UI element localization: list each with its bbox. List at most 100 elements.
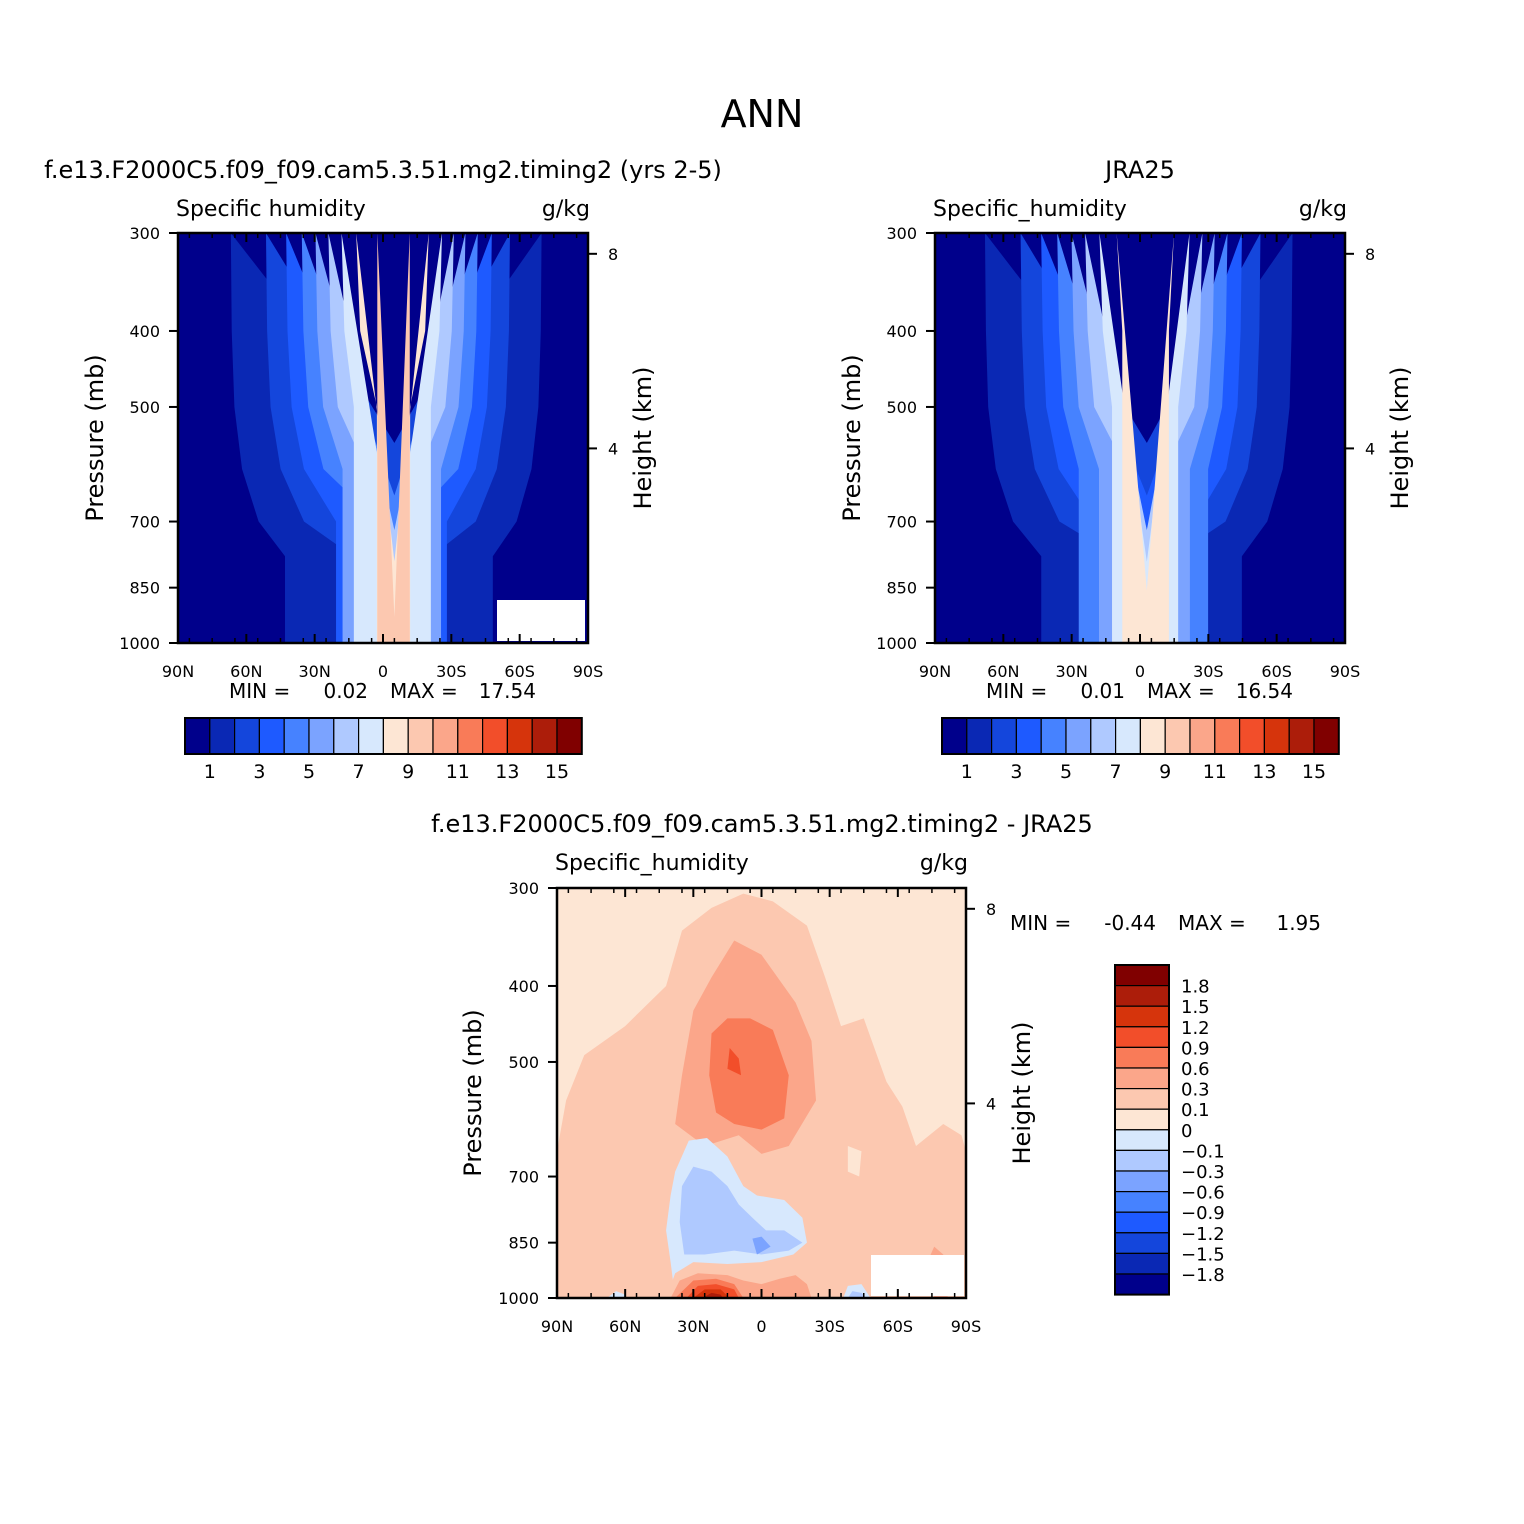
y-tick-label: 300 — [886, 224, 917, 243]
contour-band — [702, 1292, 723, 1298]
colorbar-label: −1.8 — [1181, 1265, 1225, 1286]
colorbar-swatch — [358, 717, 385, 755]
colorbar-swatch — [1114, 1108, 1170, 1131]
y-right-tick-label: 8 — [986, 900, 996, 919]
colorbar-swatch — [1189, 717, 1216, 755]
panel-obs-min-label: MIN = — [986, 679, 1047, 703]
colorbar-swatch — [382, 717, 409, 755]
colorbar-swatch — [1114, 1026, 1170, 1049]
panel-model-colorbar: 1 3 5 7 9 11 13 15 — [184, 717, 583, 783]
colorbar-swatch — [1139, 717, 1166, 755]
panel-diff-missing-data — [871, 1255, 964, 1296]
colorbar-swatch — [1065, 717, 1092, 755]
panel-obs-max: 16.54 — [1236, 679, 1293, 703]
contour-band — [709, 1018, 789, 1130]
colorbar-label: 13 — [495, 761, 519, 783]
x-tick-label: 30S — [814, 1317, 845, 1336]
colorbar-label: 11 — [1203, 761, 1227, 783]
colorbar-swatch — [1114, 717, 1141, 755]
panel-diff-axes: 90N 60N 30N 0 30S 60S 90S 300 400 500 700 850 1000 8 4 — [498, 879, 996, 1336]
y-tick-label: 500 — [886, 398, 917, 417]
colorbar-frame — [1114, 964, 1170, 1296]
y-right-tick-label: 4 — [1365, 439, 1375, 458]
y-right-tick-label: 8 — [1365, 245, 1375, 264]
colorbar-swatch — [966, 717, 993, 755]
colorbar-swatch — [1313, 717, 1340, 755]
colorbar-label: 0.6 — [1181, 1059, 1210, 1080]
panel-obs-axes: 90N 60N 30N 0 30S 60S 90S 300 400 500 700 850 1000 8 4 — [876, 224, 1375, 681]
colorbar-swatch — [333, 717, 360, 755]
x-tick-label: 30N — [1056, 662, 1088, 681]
x-tick-label: 30S — [436, 662, 467, 681]
x-tick-label: 30N — [677, 1317, 709, 1336]
colorbar-label: 13 — [1252, 761, 1276, 783]
panel-diff-min: -0.44 — [1104, 911, 1156, 935]
colorbar-label: 0.3 — [1181, 1080, 1210, 1101]
y-tick-label: 300 — [508, 879, 539, 898]
y-tick-label: 850 — [508, 1234, 539, 1253]
colorbar-label: 7 — [1110, 761, 1122, 783]
colorbar-label: 9 — [1159, 761, 1171, 783]
x-tick-label: 90S — [951, 1317, 982, 1336]
x-tick-label: 60S — [504, 662, 535, 681]
contour-band — [1116, 233, 1175, 643]
colorbar-swatch — [258, 717, 285, 755]
colorbar-swatch — [1114, 1252, 1170, 1275]
x-tick-label: 90N — [541, 1317, 573, 1336]
colorbar-swatch — [283, 717, 310, 755]
colorbar-swatch — [1090, 717, 1117, 755]
contour-band — [377, 233, 410, 643]
colorbar-swatch — [1015, 717, 1042, 755]
panel-obs-contours — [935, 233, 1345, 643]
y-right-tick-label: 8 — [608, 245, 618, 264]
colorbar-swatch — [482, 717, 509, 755]
colorbar-swatch — [1214, 717, 1241, 755]
colorbar-swatch — [1114, 1211, 1170, 1234]
panel-diff: f.e13.F2000C5.f09_f09.cam5.3.51.mg2.timi… — [431, 810, 1321, 1336]
panel-obs-title: JRA25 — [1103, 156, 1175, 184]
colorbar-label: 9 — [402, 761, 414, 783]
panel-model-ylabel-right: Height (km) — [629, 367, 657, 510]
colorbar-label: 1 — [961, 761, 973, 783]
colorbar-swatch — [1114, 1232, 1170, 1255]
x-tick-label: 0 — [378, 662, 388, 681]
colorbar-label: 1.2 — [1181, 1018, 1210, 1039]
colorbar-swatch — [1114, 1170, 1170, 1193]
y-tick-label: 400 — [886, 322, 917, 341]
panel-diff-contours — [557, 888, 966, 1298]
y-tick-label: 400 — [129, 322, 160, 341]
colorbar-label: −0.1 — [1181, 1141, 1225, 1162]
panel-diff-min-label: MIN = — [1010, 911, 1071, 935]
colorbar-label: 1.5 — [1181, 997, 1210, 1018]
colorbar-swatch — [308, 717, 335, 755]
colorbar-frame — [184, 717, 583, 755]
panel-model-max-label: MAX = — [390, 679, 458, 703]
colorbar-swatch — [1040, 717, 1067, 755]
x-tick-label: 0 — [756, 1317, 766, 1336]
colorbar-label: 15 — [1302, 761, 1326, 783]
colorbar-label: −0.6 — [1181, 1183, 1225, 1204]
panel-model-min: 0.02 — [323, 679, 368, 703]
colorbar-swatch — [990, 717, 1017, 755]
x-tick-label: 90N — [919, 662, 951, 681]
panel-model-min-label: MIN = — [229, 679, 290, 703]
y-tick-label: 500 — [129, 398, 160, 417]
colorbar-label: 1 — [204, 761, 216, 783]
colorbar-swatch — [1114, 1067, 1170, 1090]
colorbar-label: 15 — [545, 761, 569, 783]
y-tick-label: 1000 — [498, 1289, 539, 1308]
panel-diff-max: 1.95 — [1276, 911, 1321, 935]
panel-diff-ylabel-right: Height (km) — [1008, 1022, 1036, 1165]
colorbar-swatch — [1114, 1046, 1170, 1069]
colorbar-swatch — [407, 717, 434, 755]
colorbar-swatch — [1114, 1129, 1170, 1152]
colorbar-label: 5 — [1060, 761, 1072, 783]
y-tick-label: 300 — [129, 224, 160, 243]
colorbar-label: −0.3 — [1181, 1162, 1225, 1183]
x-tick-label: 90S — [1330, 662, 1361, 681]
colorbar-swatch — [1114, 1190, 1170, 1213]
panel-obs-max-label: MAX = — [1147, 679, 1215, 703]
panel-model-axes: 90N 60N 30N 0 30S 60S 90S 300 400 500 700 850 1000 8 4 — [119, 224, 618, 681]
panel-diff-colorbar: 1.81.51.20.90.60.30.10−0.1−0.3−0.6−0.9−1… — [1114, 964, 1225, 1296]
y-tick-label: 700 — [886, 513, 917, 532]
